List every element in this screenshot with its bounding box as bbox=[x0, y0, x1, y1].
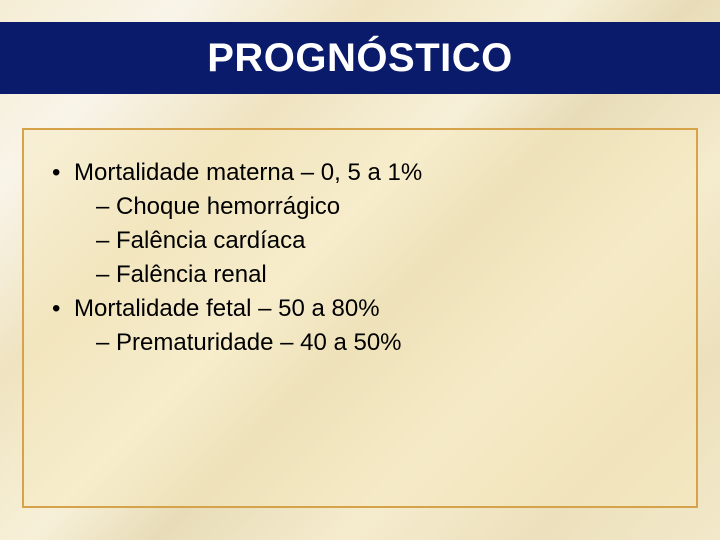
list-item: Mortalidade materna – 0, 5 a 1% bbox=[52, 156, 668, 190]
list-item: Choque hemorrágico bbox=[52, 190, 668, 224]
slide-title: PROGNÓSTICO bbox=[207, 36, 513, 81]
content-box: Mortalidade materna – 0, 5 a 1% Choque h… bbox=[22, 128, 698, 508]
bullet-list: Mortalidade materna – 0, 5 a 1% Choque h… bbox=[52, 156, 668, 360]
title-bar: PROGNÓSTICO bbox=[0, 22, 720, 94]
list-item: Falência renal bbox=[52, 258, 668, 292]
list-item: Falência cardíaca bbox=[52, 224, 668, 258]
list-item: Mortalidade fetal – 50 a 80% bbox=[52, 292, 668, 326]
list-item: Prematuridade – 40 a 50% bbox=[52, 326, 668, 360]
